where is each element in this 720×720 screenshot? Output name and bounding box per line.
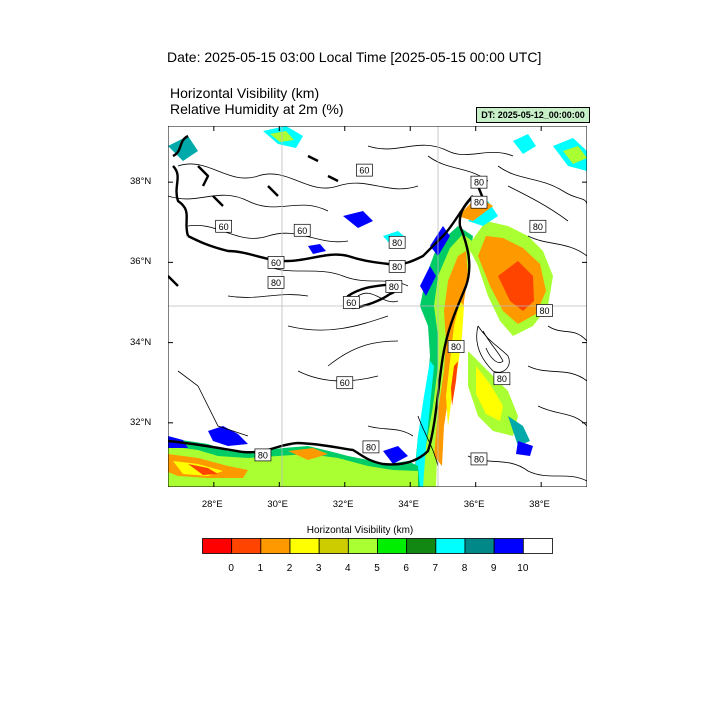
contour-label: 60 [356,163,373,177]
colorbar-swatch [260,538,291,554]
lat-tick-label: 32°N [130,416,152,428]
axis-ticks [168,126,587,487]
visibility-shading-africa [168,426,420,487]
contour-label-text: 80 [271,278,281,288]
contour-label: 80 [493,372,511,386]
field-title-visibility: Horizontal Visibility (km) [170,85,320,101]
contour-label-text: 60 [219,222,229,232]
contour-label: 60 [293,223,311,237]
contour-label: 80 [362,440,380,454]
contour-label-text: 60 [340,378,350,388]
colorbar-tick-label: 2 [286,563,293,574]
field-title-humidity: Relative Humidity at 2m (%) [170,101,344,117]
map-gridlines [168,126,587,487]
visibility-shading-north [168,126,587,254]
colorbar-swatch [202,538,233,554]
init-time-badge: DT: 2025-05-12_00:00:00 [476,107,590,123]
contour-labels: 60 80 80 60 60 80 80 60 80 80 80 60 80 80 80 60 80 80 80 [215,163,553,466]
contour-label-text: 60 [359,166,369,176]
colorbar-swatch [231,538,262,554]
lon-tick-label: 34°E [398,499,419,510]
colorbar-tick-label: 9 [490,563,497,574]
colorbar [202,538,553,554]
contour-label-text: 60 [271,258,281,268]
contour-label-text: 80 [258,450,268,460]
colorbar-tick-label: 4 [345,563,351,574]
colorbar-swatch [406,538,437,554]
lon-tick-label: 36°E [463,499,485,510]
contour-label-text: 80 [474,454,484,464]
contour-label: 80 [254,448,272,462]
contour-label-text: 80 [474,198,484,208]
colorbar-title: Horizontal Visibility (km) [306,525,414,536]
lon-tick-label: 32°E [332,499,354,510]
colorbar-tick-label: 0 [228,563,234,574]
lat-tick-label: 36°N [130,256,152,268]
colorbar-tick-label: 5 [374,563,380,574]
contour-label: 80 [470,175,488,189]
lat-tick-label: 34°N [130,336,152,348]
colorbar-tick-label: 6 [403,563,409,574]
contour-label: 80 [447,340,465,353]
lat-tick-label: 38°N [130,176,152,188]
contour-label: 60 [336,376,354,390]
contour-label: 60 [342,296,360,309]
contour-label-text: 80 [392,262,402,272]
date-title: Date: 2025-05-15 03:00 Local Time [2025-… [167,49,542,65]
colorbar-swatch [347,538,378,554]
colorbar-swatch [435,538,466,554]
contour-label: 80 [388,235,406,249]
lon-tick-label: 38°E [529,499,550,510]
colorbar-swatch [289,538,320,554]
colorbar-tick-label: 3 [315,563,322,574]
contour-label-text: 80 [539,306,549,316]
contour-label-text: 80 [392,238,402,248]
contour-label-text: 80 [451,342,461,352]
contour-label: 80 [536,304,553,317]
colorbar-swatch [493,538,524,554]
contour-label-text: 80 [497,374,507,384]
contour-label: 80 [385,280,403,293]
contour-label-text: 80 [366,442,376,452]
colorbar-tick-label: 7 [432,563,439,574]
humidity-contours [168,144,587,482]
contour-label: 80 [470,452,488,466]
contour-label-text: 60 [297,226,307,236]
colorbar-swatch [377,538,408,554]
contour-label: 80 [388,260,406,273]
contour-label-text: 60 [346,298,356,308]
contour-label: 60 [215,219,232,233]
colorbar-swatch [522,538,553,554]
contour-label: 80 [470,195,488,209]
contour-label: 60 [267,256,285,269]
colorbar-tick-label: 10 [517,563,529,574]
map-panel: 60 80 80 60 60 80 80 60 80 80 80 60 80 80 80 60 80 80 80 [168,126,587,487]
colorbar-tick-label: 8 [461,563,468,574]
contour-label-text: 80 [474,178,484,188]
contour-label: 80 [529,219,547,233]
colorbar-swatch [464,538,495,554]
contour-label: 80 [267,276,285,289]
lon-tick-label: 30°E [267,499,288,510]
colorbar-swatch [318,538,349,554]
colorbar-tick-label: 1 [257,563,264,574]
contour-label-text: 80 [389,282,399,292]
contour-label-text: 80 [533,222,543,232]
lon-tick-label: 28°E [201,499,223,510]
